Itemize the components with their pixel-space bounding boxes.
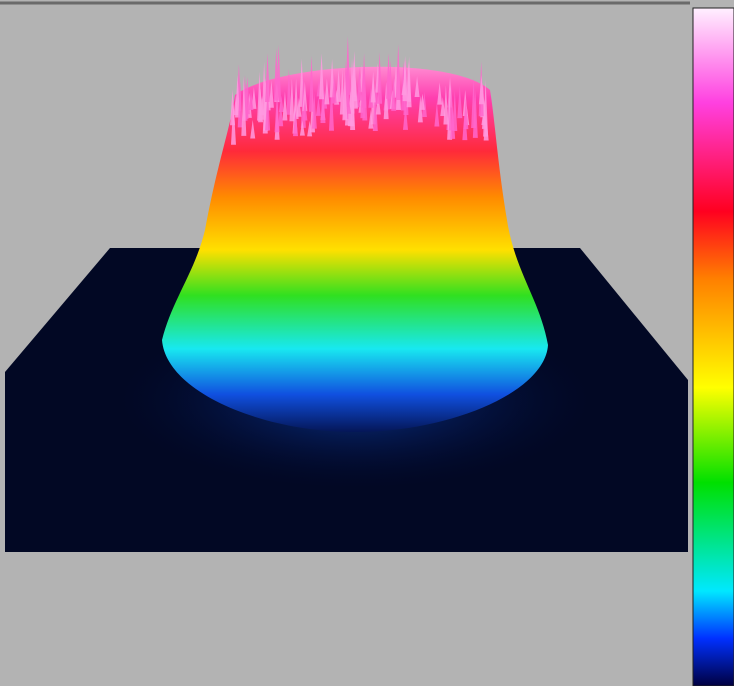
spike: [299, 120, 305, 136]
spike: [483, 115, 489, 141]
spike: [450, 105, 456, 139]
spike: [395, 44, 401, 101]
spike: [383, 82, 389, 120]
spike: [265, 88, 271, 131]
spike: [230, 101, 236, 145]
spike: [346, 98, 352, 114]
spike: [368, 87, 374, 108]
spike: [302, 81, 308, 112]
spike: [347, 91, 353, 127]
spike: [478, 75, 484, 105]
spike: [257, 71, 263, 121]
spike: [403, 104, 409, 130]
spike: [437, 82, 443, 105]
spike: [251, 87, 257, 109]
spike: [265, 53, 271, 103]
spike: [308, 55, 314, 112]
spike: [414, 76, 420, 98]
spike: [302, 99, 308, 121]
spike: [357, 67, 363, 101]
spike: [268, 80, 274, 108]
spike: [443, 85, 449, 125]
spike: [286, 68, 292, 115]
color-scale: [692, 7, 734, 686]
spike: [274, 91, 280, 133]
spike: [370, 71, 376, 103]
spike: [293, 110, 299, 137]
spike: [320, 82, 326, 124]
spike: [401, 79, 407, 96]
spike: [352, 76, 358, 109]
spike: [319, 53, 325, 100]
spike: [282, 91, 288, 121]
spike: [440, 97, 446, 116]
spike: [250, 119, 256, 139]
spike: [273, 47, 279, 101]
spike: [406, 56, 412, 108]
spike: [315, 97, 321, 116]
spike: [331, 74, 337, 104]
spike: [296, 97, 302, 117]
beam-spikes: [230, 36, 489, 145]
spike: [391, 75, 397, 111]
spike: [328, 81, 334, 131]
spike: [463, 98, 469, 130]
spike: [375, 93, 381, 115]
spike: [278, 100, 284, 127]
beam-cylinder: [162, 66, 548, 432]
spike: [237, 80, 243, 128]
spike: [293, 78, 299, 119]
spike: [289, 78, 295, 122]
spike: [471, 77, 477, 128]
spike: [324, 78, 330, 105]
spike: [342, 70, 348, 121]
spike: [368, 109, 374, 129]
spike: [233, 94, 239, 116]
spike: [434, 102, 440, 127]
spike: [362, 79, 368, 121]
spike: [244, 76, 250, 115]
spike: [419, 93, 425, 110]
spike: [421, 91, 427, 117]
spike: [248, 90, 254, 110]
spike: [377, 52, 383, 104]
spike: [372, 87, 378, 132]
spike: [457, 85, 463, 119]
spike: [307, 120, 313, 137]
spike: [311, 92, 317, 129]
spike: [241, 76, 247, 136]
spike: [386, 53, 392, 99]
